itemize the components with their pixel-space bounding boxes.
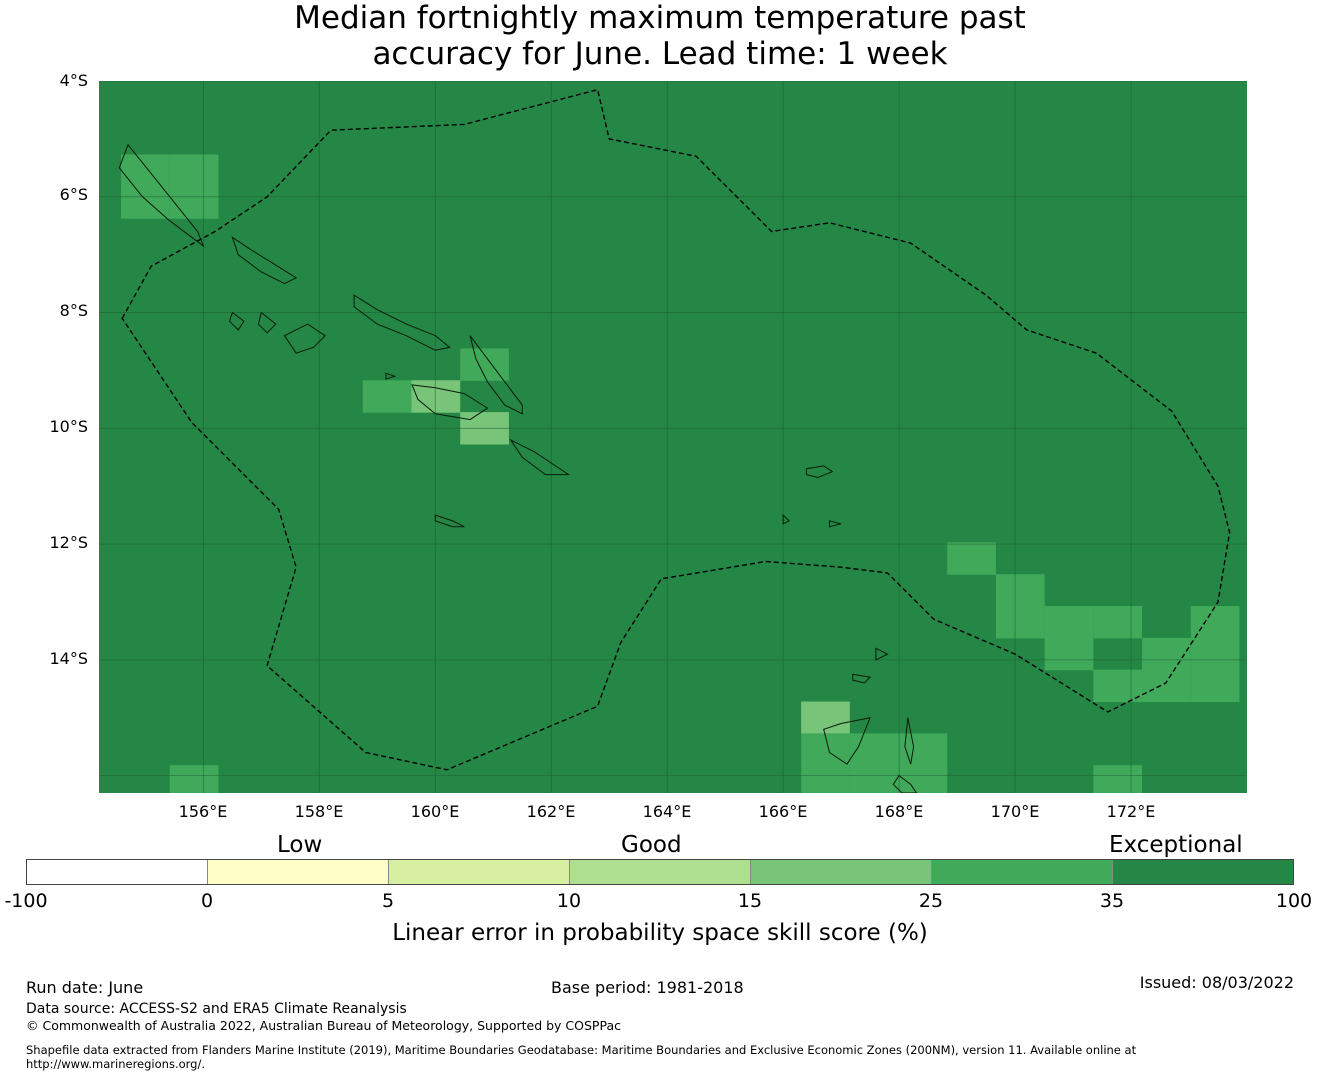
skill-cell [1044, 637, 1094, 671]
coastline [385, 372, 397, 380]
map-canvas [99, 81, 1247, 793]
shapefile-credit-line-1: Shapefile data extracted from Flanders M… [26, 1043, 1137, 1057]
coastline [411, 384, 489, 421]
skill-cell [121, 154, 170, 187]
base-period: Base period: 1981-2018 [551, 978, 744, 997]
skill-cell [849, 765, 899, 793]
skill-cell [1093, 765, 1143, 793]
skill-cell [169, 154, 219, 187]
coastline [829, 520, 842, 528]
skill-cell [995, 574, 1045, 607]
lon-label-164e: 164°E [642, 802, 692, 821]
skill-cell [995, 606, 1045, 639]
colorbar-swatch-4 [570, 860, 751, 884]
lat-label-6s: 6°S [59, 185, 88, 204]
coastline [231, 236, 298, 285]
lon-label-172e: 172°E [1106, 802, 1156, 821]
coastline [852, 673, 872, 684]
coastline [509, 438, 571, 476]
coastline [434, 514, 465, 528]
coastline [469, 335, 523, 415]
legend-category-exceptional: Exceptional [1109, 832, 1243, 858]
map-panel [99, 81, 1247, 793]
data-source: Data source: ACCESS-S2 and ERA5 Climate … [26, 1001, 407, 1017]
legend-category-good: Good [621, 832, 682, 858]
colorbar-tick-10: 10 [556, 890, 582, 912]
lon-label-168e: 168°E [874, 802, 924, 821]
colorbar-swatch-3 [389, 860, 570, 884]
colorbar-swatch-1 [27, 860, 208, 884]
coastline [283, 323, 326, 354]
lat-label-10s: 10°S [49, 417, 88, 436]
chart-title-line-2: accuracy for June. Lead time: 1 week [372, 36, 948, 72]
lat-label-4s: 4°S [59, 71, 88, 90]
colorbar-swatch-2 [208, 860, 389, 884]
colorbar-tick-minus100: -100 [4, 890, 48, 912]
colorbar-tick-5: 5 [381, 890, 395, 912]
skill-cell [1190, 669, 1240, 703]
coastline [257, 311, 277, 334]
skill-cell [947, 542, 996, 575]
colorbar-tick-25: 25 [918, 890, 944, 912]
lon-label-166e: 166°E [758, 802, 808, 821]
coastline [823, 717, 871, 765]
skill-cell [1190, 637, 1240, 671]
colorbar-swatch-5 [751, 860, 932, 884]
lon-label-170e: 170°E [990, 802, 1040, 821]
copyright: © Commonwealth of Australia 2022, Austra… [26, 1018, 621, 1033]
colorbar-swatch-6 [932, 860, 1113, 884]
lat-label-12s: 12°S [49, 533, 88, 552]
coastline [353, 294, 451, 351]
lat-label-14s: 14°S [49, 649, 88, 668]
skill-cell [898, 765, 948, 793]
skill-cell [411, 380, 461, 413]
lon-label-160e: 160°E [410, 802, 460, 821]
legend-category-low: Low [277, 832, 323, 858]
lon-label-158e: 158°E [294, 802, 344, 821]
skill-cell [801, 765, 850, 793]
skill-cell [1093, 606, 1143, 639]
coastline [805, 465, 834, 479]
colorbar-swatch-7 [1113, 860, 1293, 884]
colorbar [26, 859, 1294, 885]
colorbar-title: Linear error in probability space skill … [392, 920, 928, 946]
issued-date: Issued: 08/03/2022 [1139, 973, 1294, 992]
skill-cell [1190, 606, 1240, 639]
skill-cell [849, 733, 899, 766]
skill-cell [169, 186, 219, 219]
coastline [875, 647, 889, 661]
skill-cell [362, 380, 412, 413]
shapefile-credit-line-2: http://www.marineregions.org/. [26, 1057, 205, 1071]
colorbar-tick-0: 0 [200, 890, 214, 912]
skill-cell [1044, 606, 1094, 639]
chart-title-line-1: Median fortnightly maximum temperature p… [294, 0, 1026, 36]
chart-title: Median fortnightly maximum temperature p… [0, 0, 1320, 72]
coastline [892, 774, 918, 793]
colorbar-tick-35: 35 [1099, 890, 1125, 912]
skill-cell [1142, 637, 1191, 671]
coastline [904, 717, 915, 765]
skill-cell [898, 733, 948, 766]
skill-cell [1093, 669, 1143, 703]
map-background [99, 81, 1247, 793]
colorbar-tick-15: 15 [737, 890, 763, 912]
lat-label-8s: 8°S [59, 301, 88, 320]
skill-cell [169, 765, 219, 793]
lon-label-162e: 162°E [526, 802, 576, 821]
coastline [228, 311, 245, 331]
lon-label-156e: 156°E [178, 802, 228, 821]
skill-cell [1142, 669, 1191, 703]
colorbar-tick-100: 100 [1275, 890, 1313, 912]
coastline [782, 513, 790, 525]
run-date: Run date: June [26, 978, 144, 997]
